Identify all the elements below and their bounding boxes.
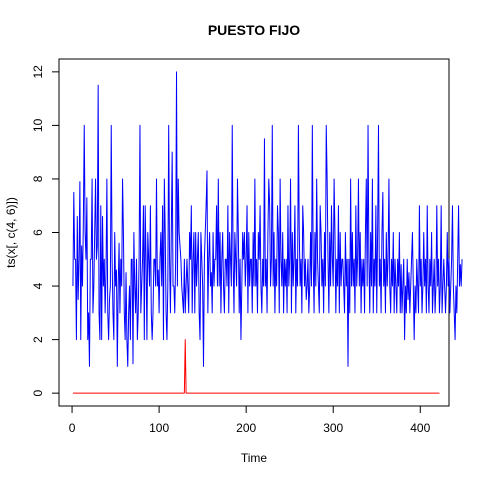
chart-title: PUESTO FIJO (208, 22, 300, 38)
x-tick-label: 0 (69, 421, 76, 435)
x-tick-label: 300 (323, 421, 343, 435)
x-axis-label: Time (241, 451, 268, 465)
y-tick-label: 8 (31, 175, 45, 182)
x-tick-label: 200 (236, 421, 256, 435)
y-tick-label: 0 (31, 389, 45, 396)
x-tick-label: 100 (149, 421, 169, 435)
y-axis: 0 2 4 6 8 10 12 (31, 65, 60, 396)
x-axis: 0 100 200 300 400 (69, 405, 431, 435)
y-tick-label: 10 (31, 118, 45, 132)
y-tick-label: 6 (31, 229, 45, 236)
series-layer (72, 71, 463, 394)
series-line-2 (72, 339, 440, 394)
series-line-1 (72, 71, 463, 367)
x-tick-label: 400 (410, 421, 430, 435)
y-tick-label: 2 (31, 336, 45, 343)
y-axis-label: ts(x[, c(4, 6)]) (4, 197, 18, 268)
y-tick-label: 4 (31, 282, 45, 289)
y-tick-label: 12 (31, 65, 45, 79)
